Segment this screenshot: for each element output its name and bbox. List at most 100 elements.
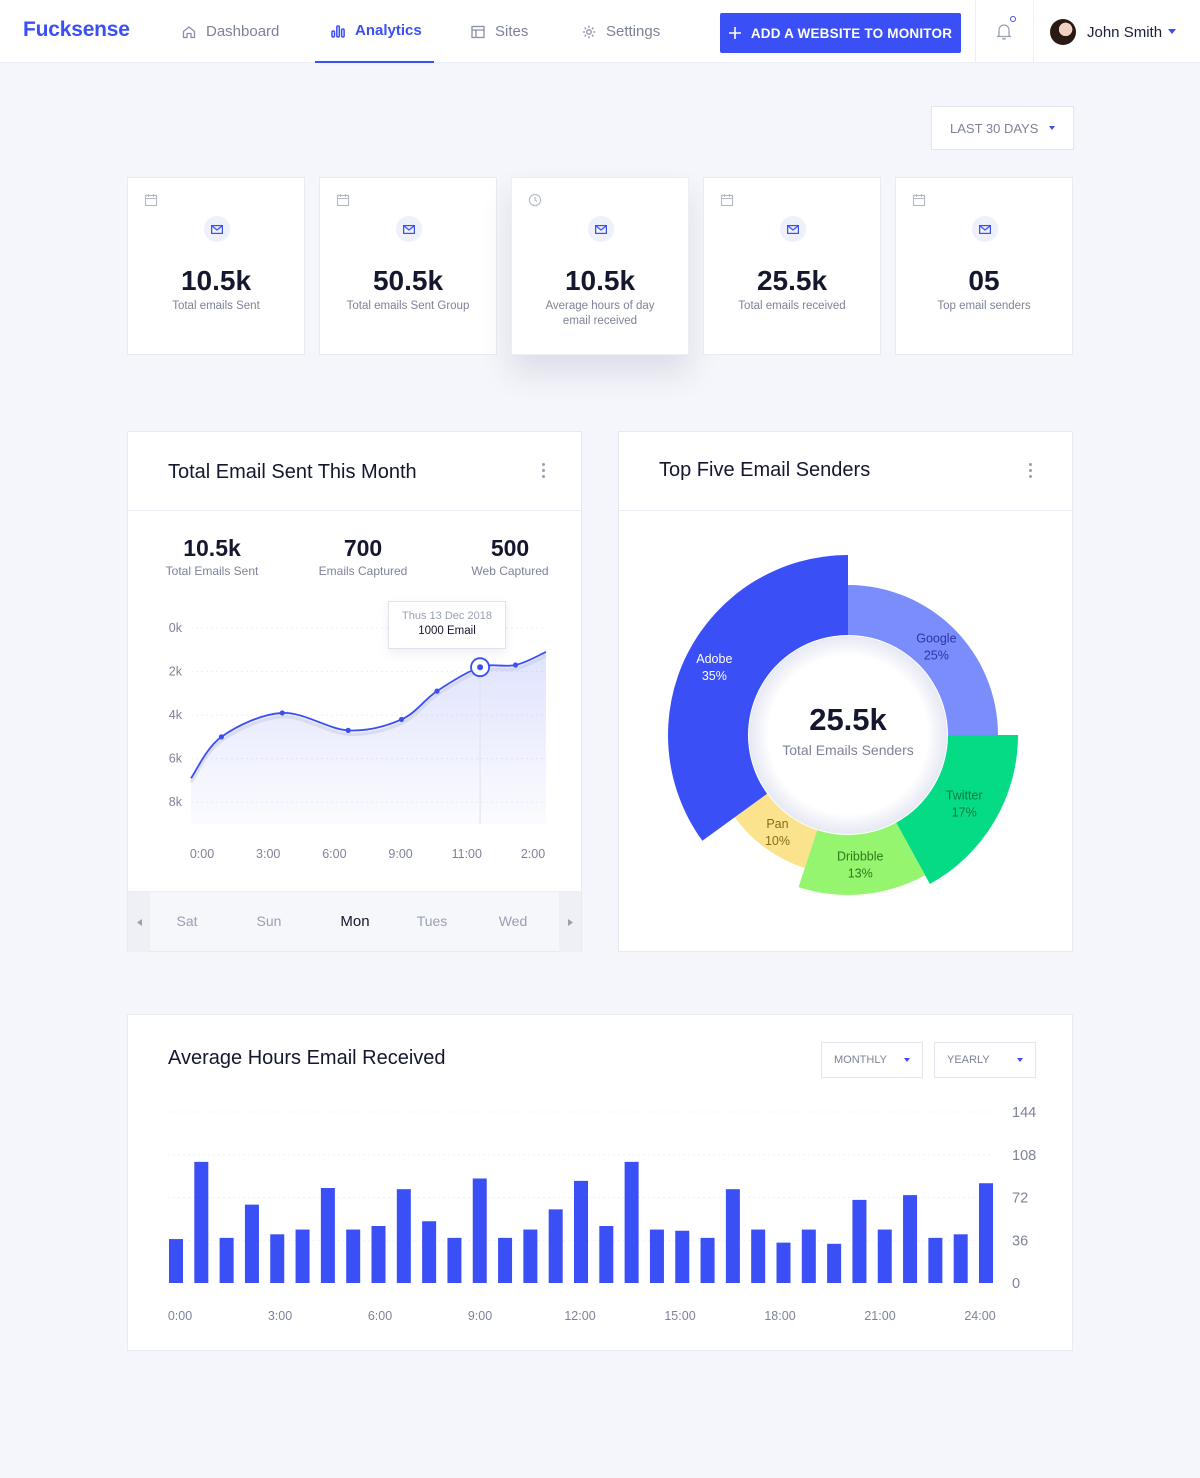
more-options-icon[interactable]	[542, 463, 546, 481]
line-chart: 0k 2k 4k 6k 8k 0:00 3:00 6:00 9:00 11:00 2:00	[169, 621, 547, 861]
y-tick-label: 6k	[169, 752, 183, 766]
chart-tooltip: Thus 13 Dec 2018 1000 Email	[388, 601, 506, 649]
bar	[928, 1237, 943, 1283]
data-point	[434, 688, 440, 694]
data-point	[512, 662, 519, 668]
date-range-select[interactable]: LAST 30 DAYS	[931, 106, 1074, 150]
more-options-icon[interactable]	[1029, 463, 1033, 481]
kpi-label: Emails Captured	[318, 564, 408, 578]
chevron-down-icon[interactable]	[1168, 29, 1176, 34]
bar	[953, 1234, 968, 1283]
stat-label: Total emails Sent Group	[346, 300, 470, 312]
panel-title: Top Five Email Senders	[659, 459, 871, 481]
day-tab[interactable]: Sat	[176, 913, 198, 929]
divider	[1033, 0, 1034, 63]
monthly-filter-value: MONTHLY	[834, 1054, 887, 1066]
monthly-filter-select[interactable]: MONTHLY	[821, 1042, 923, 1078]
gear-icon	[582, 25, 596, 38]
yearly-filter-select[interactable]: YEARLY	[934, 1042, 1036, 1078]
y-tick-label: 144	[1012, 1105, 1036, 1121]
bar	[751, 1229, 766, 1283]
bar	[194, 1161, 209, 1283]
bar	[320, 1188, 335, 1283]
x-tick-label: 3:00	[256, 847, 280, 861]
panel-title: Total Email Sent This Month	[168, 461, 417, 483]
slice-value-label: 17%	[952, 806, 977, 820]
stat-card-emails-sent[interactable]: 10.5k Total emails Sent	[127, 177, 305, 355]
panel-title: Average Hours Email Received	[168, 1047, 446, 1069]
calendar-icon	[912, 194, 926, 207]
x-tick-label: 0:00	[190, 847, 214, 861]
x-tick-label: 24:00	[964, 1309, 995, 1323]
add-website-label: ADD A WEBSITE TO MONITOR	[750, 25, 953, 41]
bar	[725, 1189, 740, 1283]
chevron-down-icon	[904, 1058, 910, 1062]
y-tick-label: 108	[1012, 1148, 1036, 1164]
stat-value: 25.5k	[756, 265, 828, 296]
slice-label: Pan	[766, 817, 788, 831]
bar	[801, 1229, 816, 1283]
add-website-button[interactable]: ADD A WEBSITE TO MONITOR	[720, 13, 961, 53]
mail-icon	[396, 216, 422, 242]
bar	[244, 1204, 259, 1283]
home-icon	[182, 25, 196, 38]
bar	[776, 1242, 791, 1283]
kpi-value: 10.5k	[183, 535, 241, 561]
donut-center-label: Total Emails Senders	[782, 742, 914, 758]
bar	[852, 1199, 867, 1283]
top-navigation-bar: Fucksense Dashboard Analytics Sites Sett…	[0, 0, 1200, 63]
x-tick-label: 12:00	[564, 1309, 595, 1323]
nav-label: Settings	[606, 23, 661, 40]
donut-hole	[749, 636, 947, 834]
bell-icon[interactable]	[995, 22, 1013, 40]
day-tab[interactable]: Wed	[498, 913, 528, 929]
bar-chart-icon	[331, 24, 345, 38]
bar	[827, 1243, 842, 1283]
bar	[219, 1237, 234, 1283]
divider	[619, 510, 1072, 511]
stat-card-average-hours[interactable]: 10.5k Average hours of day email receive…	[511, 177, 689, 355]
nav-label: Sites	[495, 23, 529, 40]
y-tick-label: 4k	[169, 708, 183, 722]
nav-item-sites[interactable]: Sites	[470, 0, 528, 63]
chevron-right-icon[interactable]	[559, 892, 581, 952]
stat-card-emails-sent-group[interactable]: 50.5k Total emails Sent Group	[319, 177, 497, 355]
slice-value-label: 10%	[765, 834, 790, 848]
bar	[396, 1189, 411, 1283]
slice-label: Adobe	[696, 652, 732, 666]
kpi-label: Total Emails Sent	[165, 564, 259, 578]
nav-item-settings[interactable]: Settings	[581, 0, 660, 63]
notification-dot	[1010, 16, 1016, 22]
bar	[979, 1183, 993, 1283]
donut-chart: Google 25% Twitter 17% Dribbble 13% Pan 10% Adob…	[668, 555, 1018, 895]
day-selector: Sat Sun Mon Tues Wed	[128, 891, 581, 952]
avatar[interactable]	[1050, 19, 1076, 45]
day-tab[interactable]: Sun	[256, 913, 282, 929]
chevron-left-icon[interactable]	[128, 892, 150, 952]
x-tick-label: 9:00	[468, 1309, 492, 1323]
clock-icon	[528, 193, 542, 207]
data-point	[279, 710, 285, 716]
stat-card-emails-received[interactable]: 25.5k Total emails received	[703, 177, 881, 355]
calendar-icon	[336, 194, 350, 207]
pie-slice-twitter	[896, 735, 1018, 884]
chevron-down-icon	[1049, 126, 1055, 130]
pie-slice-adobe	[668, 555, 848, 841]
day-tab[interactable]: Tues	[416, 913, 448, 929]
stat-value: 10.5k	[180, 265, 252, 296]
slice-value-label: 25%	[924, 649, 949, 663]
y-tick-label: 0	[1012, 1276, 1020, 1292]
day-tab-active[interactable]: Mon	[340, 913, 370, 930]
divider	[128, 510, 581, 511]
stat-card-top-senders[interactable]: 05 Top email senders	[895, 177, 1073, 355]
brand-logo[interactable]: Fucksense	[23, 18, 130, 41]
nav-item-analytics[interactable]: Analytics	[315, 0, 434, 63]
stat-label: Top email senders	[937, 300, 1031, 312]
calendar-icon	[144, 194, 158, 207]
user-name[interactable]: John Smith	[1087, 24, 1163, 41]
bar	[472, 1178, 487, 1283]
line-area	[191, 651, 546, 824]
pie-slice-google	[848, 585, 998, 735]
kpi-value: 500	[490, 535, 530, 561]
nav-item-dashboard[interactable]: Dashboard	[181, 0, 279, 63]
